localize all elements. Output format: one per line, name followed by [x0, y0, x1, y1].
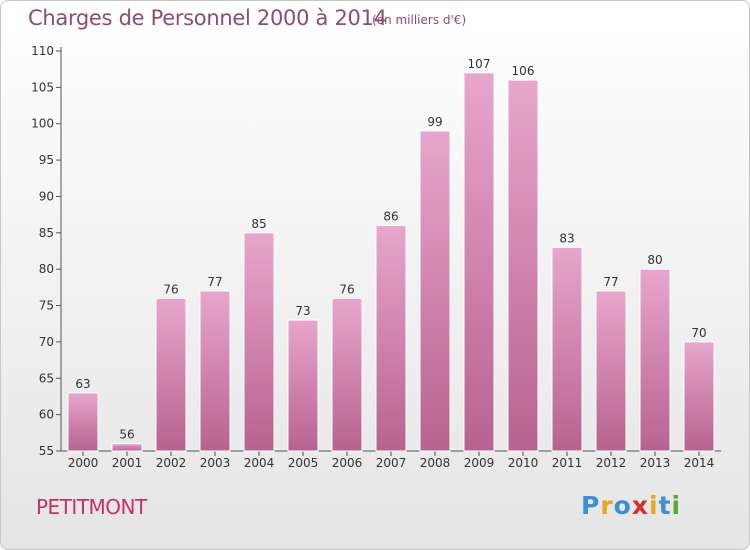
data-label: 73 — [295, 304, 310, 318]
bar — [595, 290, 627, 452]
bar — [243, 232, 275, 452]
y-tick-label: 65 — [39, 371, 54, 385]
bar — [419, 130, 451, 452]
logo-letter: r — [600, 491, 614, 520]
logo-letter: P — [581, 491, 601, 520]
labels-group: 63 56 76 77 85 73 76 86 99 107 106 83 77 80 70 — [75, 57, 706, 442]
bar — [111, 443, 143, 452]
x-tick-label: 2000 — [68, 456, 99, 470]
data-label: 77 — [207, 275, 222, 289]
bar — [287, 319, 319, 452]
data-label: 107 — [468, 57, 491, 71]
logo-letter: i — [649, 491, 659, 520]
data-label: 80 — [647, 253, 662, 267]
y-tick-label: 90 — [39, 189, 54, 203]
x-tick-label: 2009 — [464, 456, 495, 470]
data-label: 77 — [603, 275, 618, 289]
x-tick-label: 2004 — [244, 456, 275, 470]
data-label: 85 — [251, 217, 266, 231]
logo-letter: i — [671, 491, 682, 520]
x-tick-label: 2002 — [156, 456, 187, 470]
data-label: 99 — [427, 115, 442, 129]
bar — [551, 246, 583, 452]
logo-letter: x — [631, 491, 649, 520]
x-tick-label: 2007 — [376, 456, 407, 470]
data-label: 56 — [119, 428, 134, 442]
x-tick-label: 2006 — [332, 456, 363, 470]
bar — [507, 79, 539, 452]
data-label: 76 — [163, 282, 178, 296]
x-tick-label: 2005 — [288, 456, 319, 470]
bar — [639, 268, 671, 452]
data-label: 86 — [383, 210, 398, 224]
data-label: 70 — [691, 326, 706, 340]
town-name: PETITMONT — [36, 495, 147, 519]
x-tick-label: 2013 — [640, 456, 671, 470]
bar — [331, 297, 363, 452]
y-tick-label: 55 — [39, 444, 54, 458]
data-label: 63 — [75, 377, 90, 391]
data-label: 83 — [559, 231, 574, 245]
chart-title: Charges de Personnel 2000 à 2014 — [28, 6, 387, 30]
bar — [463, 72, 495, 452]
y-tick-label: 60 — [39, 408, 54, 422]
bar — [155, 297, 187, 452]
y-tick-label: 105 — [31, 80, 54, 94]
chart-subtitle: (en milliers d'€) — [372, 13, 467, 27]
x-tick-label: 2001 — [112, 456, 143, 470]
y-tick-label: 70 — [39, 335, 54, 349]
bar — [375, 225, 407, 452]
logo-letter: t — [658, 491, 672, 520]
bar — [67, 392, 99, 452]
data-label: 106 — [512, 64, 535, 78]
x-tick-label: 2010 — [508, 456, 539, 470]
y-tick-label: 100 — [31, 117, 54, 131]
x-tick-label: 2011 — [552, 456, 583, 470]
y-tick-label: 85 — [39, 226, 54, 240]
y-tick-label: 80 — [39, 262, 54, 276]
axes: 55 60 65 70 75 80 85 90 95 100 105 110 2000 2001 2002 2… — [31, 44, 721, 470]
x-tick-label: 2003 — [200, 456, 231, 470]
bar — [683, 341, 715, 452]
bars-group — [67, 72, 715, 452]
data-label: 76 — [339, 282, 354, 296]
logo-letter: o — [613, 491, 632, 520]
bar — [199, 290, 231, 452]
x-tick-label: 2014 — [684, 456, 715, 470]
x-tick-label: 2012 — [596, 456, 627, 470]
y-tick-label: 95 — [39, 153, 54, 167]
x-tick-label: 2008 — [420, 456, 451, 470]
y-tick-label: 75 — [39, 299, 54, 313]
proxiti-logo: Proxiti — [581, 491, 681, 520]
y-tick-label: 110 — [31, 44, 54, 58]
